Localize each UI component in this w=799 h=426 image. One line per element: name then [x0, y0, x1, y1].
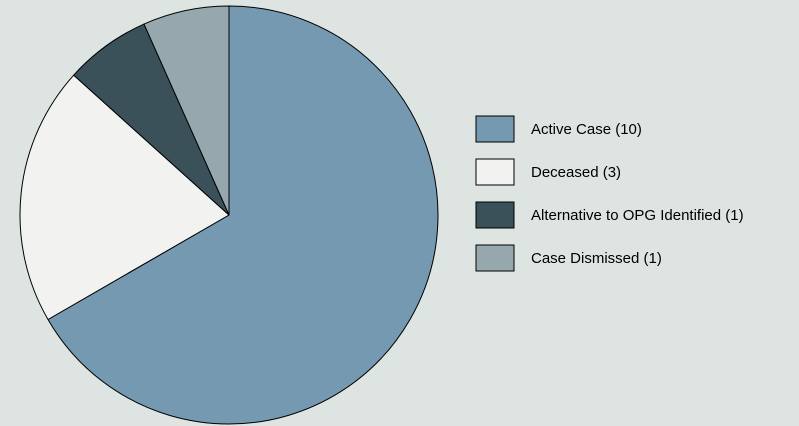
legend-swatch-1 [475, 115, 515, 143]
legend-swatch-2 [475, 158, 515, 186]
pie-slice-1 [47, 5, 439, 425]
legend-swatch-4 [475, 244, 515, 272]
legend-label-2: Deceased (3) [531, 164, 621, 181]
legend-label-1: Active Case (10) [531, 121, 642, 138]
legend-swatch-3 [475, 201, 515, 229]
pie-slice-4 [143, 5, 230, 216]
legend-label-4: Case Dismissed (1) [531, 250, 662, 267]
legend-label-3: Alternative to OPG Identified (1) [531, 207, 744, 224]
legend: Active Case (10) Deceased (3) Alternative … [475, 115, 744, 272]
pie-slice-2 [19, 74, 230, 320]
pie-slices [19, 5, 439, 425]
